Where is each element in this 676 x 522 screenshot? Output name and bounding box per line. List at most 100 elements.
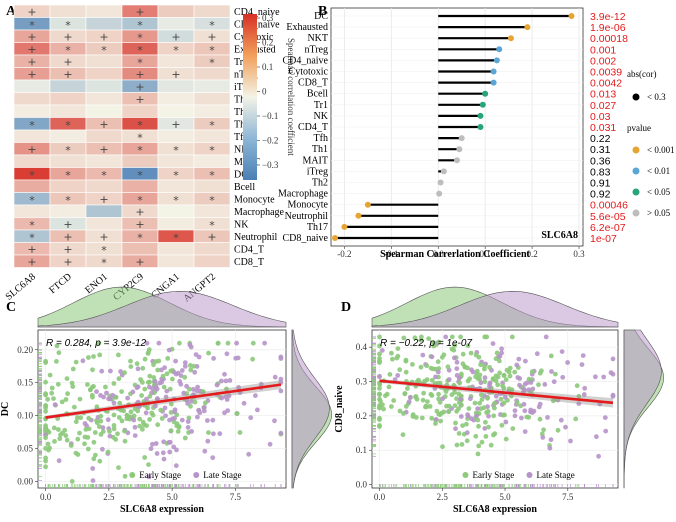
scatter-point <box>508 393 514 399</box>
lollipop-pvalue-labels: 3.9e-121.9e-060.000180.0010.0020.00390.0… <box>590 11 628 245</box>
scatter-point <box>460 423 465 428</box>
scatter-point <box>140 365 146 371</box>
legend-size-dot <box>632 93 640 101</box>
heatmap-cell <box>85 179 123 193</box>
panel-label-a: A <box>6 4 17 19</box>
scatter-point <box>86 426 92 432</box>
lollipop-category-labels: DCExhaustedNKTnTregCD4_naiveCytotoxicCD8… <box>278 11 329 244</box>
heatmap-mark: * <box>65 44 71 57</box>
lollipop-category-label: nTreg <box>304 44 328 55</box>
legend-late-label: Late Stage <box>536 470 574 480</box>
x-tick-label: 0.0 <box>433 249 445 259</box>
scatter-point <box>196 408 202 413</box>
scatter-point <box>179 417 185 423</box>
scatter-point <box>178 381 184 387</box>
scatter-point <box>51 425 57 431</box>
heatmap-mark: + <box>99 118 108 131</box>
x-axis-title: SLC6A8 expression <box>453 504 537 515</box>
lollipop-pvalue: 0.91 <box>590 178 611 190</box>
scatter-point <box>99 368 105 374</box>
heatmap-cell <box>193 104 231 118</box>
scatter-point <box>73 359 79 365</box>
scatter-point <box>551 379 557 385</box>
scatter-point <box>502 394 508 400</box>
scatter-point <box>548 437 554 443</box>
scatter-point <box>418 337 424 343</box>
scatter-point <box>195 414 200 420</box>
scatter-point <box>162 405 168 411</box>
heatmap-cell <box>157 54 195 68</box>
heatmap-cell <box>85 79 123 93</box>
y-axis-title: CD8_naive <box>334 385 345 433</box>
scatter-point <box>377 351 382 357</box>
scatter-point <box>456 431 462 436</box>
scatter-point <box>537 416 543 422</box>
scatter-point <box>390 356 395 362</box>
lollipop-pvalue: 0.92 <box>590 189 611 201</box>
lollipop-pvalue: 1e-07 <box>590 233 617 245</box>
heatmap-mark: * <box>29 231 35 244</box>
scatter-point <box>543 334 549 340</box>
scatter-point <box>70 384 76 389</box>
scatter-point <box>140 426 145 432</box>
lollipop-pvalue: 0.013 <box>590 89 616 101</box>
heatmap-mark: * <box>173 231 179 244</box>
heatmap-mark: + <box>27 255 36 268</box>
scatter-point <box>476 443 482 449</box>
scatter-point <box>98 413 104 419</box>
y-tick-label: 0.2 <box>356 411 367 421</box>
colorbar-tick-label: 0.2 <box>262 38 273 48</box>
scatter-point <box>379 348 385 353</box>
heatmap-mark: + <box>135 205 144 218</box>
scatter-point <box>258 381 264 387</box>
scatter-point <box>122 428 127 434</box>
scatter-point <box>601 374 607 380</box>
scatter-point <box>278 354 284 360</box>
heatmap-mark: * <box>101 169 107 182</box>
heatmap-cell <box>49 129 87 143</box>
scatter-point <box>478 380 484 386</box>
scatter-point <box>55 381 61 387</box>
scatter-point <box>453 420 458 426</box>
scatter-point <box>77 396 83 402</box>
y-tick-label: 0.3 <box>356 377 368 387</box>
x-tick-label: 0.3 <box>573 249 585 259</box>
scatter-point <box>111 400 117 406</box>
scatter-point <box>145 405 151 411</box>
scatter-point <box>512 413 518 419</box>
scatter-point <box>486 413 491 419</box>
lollipop-stems <box>332 13 575 241</box>
scatter-point <box>454 396 459 401</box>
scatter-point <box>528 380 534 385</box>
scatter-point <box>211 356 217 361</box>
scatter-point <box>117 400 123 406</box>
scatter-point <box>182 374 188 380</box>
scatter-point <box>177 340 182 346</box>
scatter-point <box>501 373 507 378</box>
scatter-point <box>579 362 585 367</box>
scatter-point <box>241 400 247 406</box>
scatter-point <box>168 410 174 415</box>
scatter-point <box>143 410 149 416</box>
scatter-point <box>492 405 497 411</box>
scatter-point <box>466 406 472 411</box>
scatter-point <box>582 385 588 391</box>
scatter-point <box>487 381 492 387</box>
heatmap-mark: + <box>27 243 36 256</box>
right-density-late <box>623 329 662 489</box>
scatter-point <box>435 380 441 386</box>
heatmap-cell <box>85 217 123 231</box>
heatmap-cell <box>157 79 195 93</box>
scatter-point <box>179 368 185 373</box>
scatter-point <box>255 407 260 413</box>
lollipop-pvalue: 0.031 <box>590 122 616 134</box>
scatter-point <box>70 366 76 372</box>
heatmap-mark: * <box>209 169 215 182</box>
scatter-point <box>189 429 195 434</box>
scatter-point <box>82 421 88 426</box>
scatter-point <box>96 424 102 429</box>
lollipop-pvalue: 1.9e-06 <box>590 22 626 34</box>
scatter-point <box>435 369 441 375</box>
scatter-point <box>182 363 188 369</box>
scatter-point <box>52 439 57 444</box>
